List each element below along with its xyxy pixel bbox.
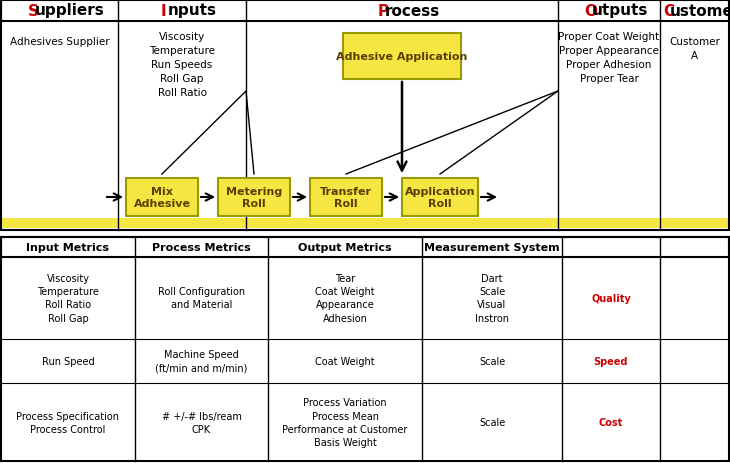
Text: O: O — [585, 4, 597, 19]
Text: Process Metrics: Process Metrics — [152, 243, 251, 252]
Text: Coat Weight: Coat Weight — [315, 356, 374, 366]
Text: Input Metrics: Input Metrics — [26, 243, 110, 252]
Bar — [1, 0, 729, 22]
Text: uppliers: uppliers — [35, 4, 104, 19]
Text: Viscosity
Temperature
Roll Ratio
Roll Gap: Viscosity Temperature Roll Ratio Roll Ga… — [37, 274, 99, 323]
Text: Process Specification
Process Control: Process Specification Process Control — [17, 411, 120, 434]
Text: ustomers: ustomers — [670, 4, 730, 19]
Text: # +/-# lbs/ream
CPK: # +/-# lbs/ream CPK — [161, 411, 242, 434]
Text: Scale: Scale — [479, 417, 505, 427]
Bar — [126, 179, 198, 217]
Text: Machine Speed
(ft/min and m/min): Machine Speed (ft/min and m/min) — [155, 350, 247, 373]
Text: Measurement System: Measurement System — [424, 243, 560, 252]
Text: P: P — [377, 4, 388, 19]
Text: Run Speed: Run Speed — [42, 356, 94, 366]
Text: Process Variation
Process Mean
Performance at Customer
Basis Weight: Process Variation Process Mean Performan… — [283, 398, 407, 447]
Text: S: S — [28, 4, 39, 19]
Text: Tear
Coat Weight
Appearance
Adhesion: Tear Coat Weight Appearance Adhesion — [315, 274, 374, 323]
Bar — [1, 1, 729, 231]
Text: Proper Coat Weight
Proper Appearance
Proper Adhesion
Proper Tear: Proper Coat Weight Proper Appearance Pro… — [558, 32, 660, 84]
Text: Quality: Quality — [591, 293, 631, 303]
Text: Viscosity
Temperature
Run Speeds
Roll Gap
Roll Ratio: Viscosity Temperature Run Speeds Roll Ga… — [149, 32, 215, 98]
Text: Roll Configuration
and Material: Roll Configuration and Material — [158, 287, 245, 310]
Bar — [310, 179, 382, 217]
Text: Adhesives Supplier: Adhesives Supplier — [9, 37, 109, 47]
Text: Speed: Speed — [593, 356, 629, 366]
Text: C: C — [663, 4, 674, 19]
Text: nputs: nputs — [168, 4, 217, 19]
Text: I: I — [161, 4, 166, 19]
Text: Output Metrics: Output Metrics — [298, 243, 392, 252]
Bar — [1, 238, 729, 257]
Text: Cost: Cost — [599, 417, 623, 427]
Text: Metering
Roll: Metering Roll — [226, 187, 282, 208]
Text: Mix
Adhesive: Mix Adhesive — [134, 187, 191, 208]
Bar — [402, 179, 478, 217]
Text: utputs: utputs — [591, 4, 648, 19]
Bar — [2, 219, 728, 229]
Text: Transfer
Roll: Transfer Roll — [320, 187, 372, 208]
Text: Adhesive Application: Adhesive Application — [337, 52, 468, 62]
Text: rocess: rocess — [385, 4, 439, 19]
Bar — [1, 238, 729, 461]
Text: Application
Roll: Application Roll — [404, 187, 475, 208]
Text: Customer
A: Customer A — [669, 37, 720, 61]
Bar — [343, 34, 461, 80]
Text: Scale: Scale — [479, 356, 505, 366]
Bar — [218, 179, 290, 217]
Text: Dart
Scale
Visual
Instron: Dart Scale Visual Instron — [475, 274, 509, 323]
